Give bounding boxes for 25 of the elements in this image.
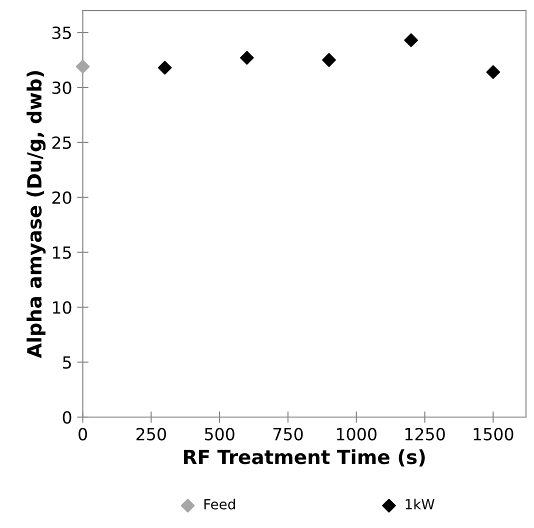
x-tick-label: 250	[136, 428, 166, 440]
y-tick-label: 20	[52, 191, 72, 204]
x-tick-label: 0	[78, 428, 87, 440]
x-axis-title: RF Treatment Time (s)	[184, 449, 425, 467]
x-tick-label: 500	[204, 428, 234, 440]
x-tick-label: 750	[273, 428, 303, 440]
y-axis-title: Alpha amyase (Du/g, dwb)	[26, 71, 46, 358]
y-tick-label: 25	[52, 136, 71, 149]
legend-label: 1kW	[406, 498, 434, 510]
y-tick-label: 5	[63, 356, 71, 369]
point	[404, 33, 418, 48]
x-tick-label: 1500	[474, 428, 514, 440]
y-tick-label: 10	[52, 301, 72, 314]
y-tick-label: 0	[62, 411, 72, 424]
x-tick-label: 1250	[405, 428, 445, 440]
point	[240, 50, 254, 65]
y-tick-label: 35	[52, 26, 71, 40]
point	[158, 60, 172, 75]
point	[322, 53, 336, 67]
y-tick-label: 30	[52, 81, 72, 94]
y-tick-label: 15	[52, 246, 71, 259]
x-tick-label: 1000	[336, 428, 376, 440]
legend-label: Feed	[204, 498, 235, 510]
point	[76, 60, 90, 74]
point	[486, 65, 500, 79]
